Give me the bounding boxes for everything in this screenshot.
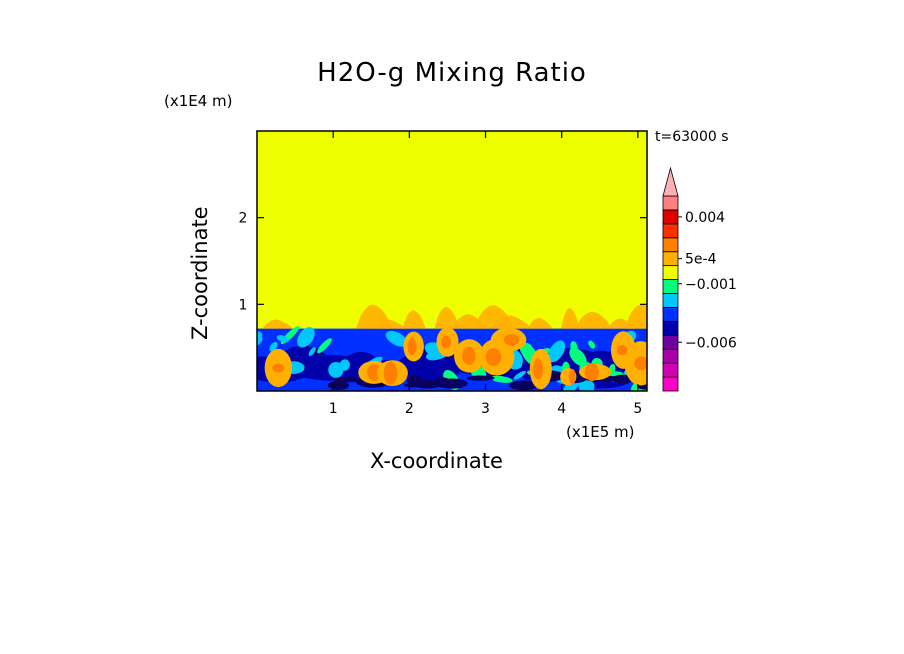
boundary-layer-filament: [269, 341, 278, 352]
colorbar-segment: [662, 293, 679, 308]
plume-core: [383, 361, 398, 385]
colorbar-segment: [662, 279, 679, 294]
plume-top: [434, 306, 460, 329]
plume-core: [485, 348, 502, 367]
boundary-layer-filament: [513, 370, 526, 380]
plume-core: [503, 333, 520, 346]
plume-top: [262, 319, 293, 329]
plot-frame: [256, 130, 648, 392]
boundary-layer-filament: [490, 375, 513, 383]
plot-area: [257, 131, 647, 391]
colorbar-segment: [662, 265, 679, 280]
boundary-layer-streak: [509, 380, 539, 391]
upper-region: [257, 131, 647, 329]
x-tick-label: 2: [405, 401, 414, 417]
colorbar-label: −0.001: [685, 277, 737, 293]
y-axis: 12: [239, 211, 647, 313]
plume-top: [491, 315, 531, 329]
colorbar-arrow: [662, 166, 679, 197]
boundary-layer-filament: [276, 335, 290, 343]
x-tick-label: 5: [633, 401, 642, 417]
plume-core: [407, 337, 417, 356]
colorbar-label: 0.004: [685, 210, 725, 226]
y-tick-label: 1: [239, 297, 248, 313]
x-tick-label: 3: [481, 401, 490, 417]
plume-top: [561, 307, 580, 329]
plume-core: [272, 363, 285, 373]
boundary-layer-filament: [317, 338, 332, 354]
colorbar: 0.004 5e-4 −0.001 −0.006: [662, 166, 737, 392]
colorbar-segment: [662, 362, 679, 378]
plume-core: [568, 368, 576, 385]
colorbar-segment: [662, 348, 679, 364]
time-label: t=63000 s: [655, 129, 729, 145]
boundary-layer-filament: [569, 347, 587, 367]
x-tick-label: 4: [557, 401, 566, 417]
colorbar-segment: [662, 223, 679, 239]
boundary-layer-filament: [297, 327, 315, 348]
x-axis-scale-label: (x1E5 m): [566, 423, 635, 441]
x-axis-label: X-coordinate: [370, 449, 503, 473]
boundary-layer-streak: [333, 376, 368, 383]
colorbar-segment: [662, 320, 679, 336]
plume-core: [367, 363, 382, 381]
plume-top: [575, 311, 612, 329]
boundary-layer-filament: [308, 347, 316, 357]
colorbar-segment: [662, 376, 679, 392]
colorbar-label: −0.006: [685, 335, 737, 351]
colorbar-segment: [662, 334, 679, 350]
plume-core: [533, 358, 544, 380]
colorbar-segment: [662, 307, 679, 322]
x-tick-label: 1: [329, 401, 338, 417]
plume-top: [402, 310, 426, 329]
plume-top: [372, 319, 407, 329]
colorbar-segment: [662, 237, 679, 253]
plume-top: [527, 317, 553, 329]
y-axis-scale-label: (x1E4 m): [164, 92, 233, 110]
plume-core: [616, 344, 628, 356]
boundary-layer-filament: [339, 359, 350, 371]
boundary-layer-streak: [466, 375, 495, 381]
boundary-layer-streak: [327, 380, 350, 390]
chart-title: H2O-g Mixing Ratio: [317, 58, 587, 88]
boundary-layer-filament: [385, 330, 408, 347]
plume-core: [441, 335, 452, 349]
plume-top: [624, 304, 647, 329]
plume-core: [462, 346, 476, 365]
boundary-layer-filament: [588, 340, 596, 349]
colorbar-segment: [662, 195, 679, 211]
plume-core: [584, 363, 600, 381]
colorbar-label: 5e-4: [685, 252, 717, 268]
x-axis: 1 2 3 4 5: [329, 131, 642, 417]
colorbar-segment: [662, 209, 679, 225]
y-tick-label: 2: [239, 211, 248, 227]
plume-core: [634, 356, 647, 371]
boundary-layer-filament: [548, 340, 566, 363]
boundary-layer-streak: [413, 379, 443, 389]
colorbar-segment: [662, 251, 679, 267]
